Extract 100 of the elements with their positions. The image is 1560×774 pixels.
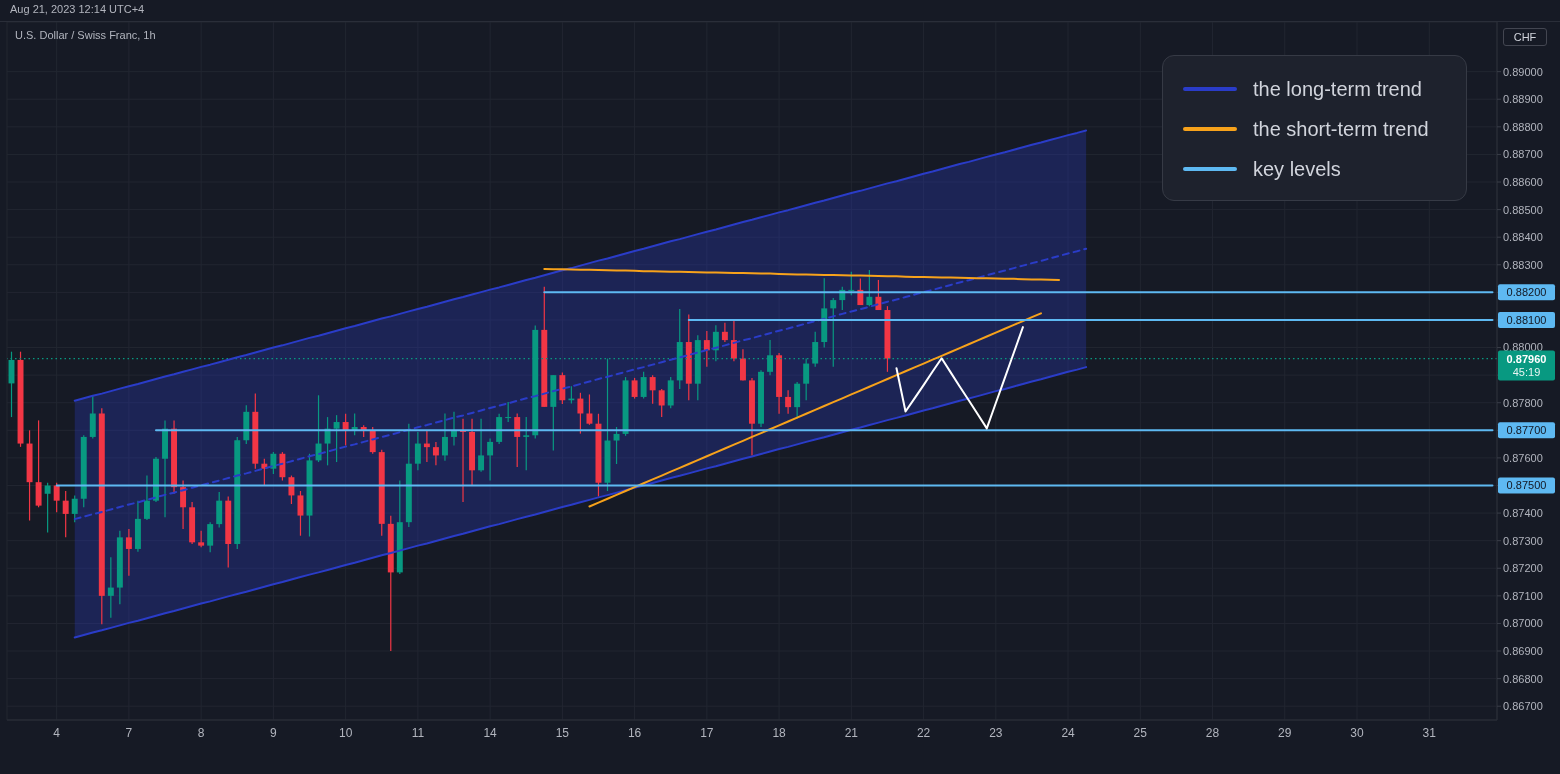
candlestick xyxy=(703,330,710,368)
y-tick-label: 0.87300 xyxy=(1503,534,1543,547)
x-tick-label: 16 xyxy=(627,725,642,740)
candlestick xyxy=(279,451,286,482)
y-tick-label: 0.88000 xyxy=(1503,341,1543,354)
candlestick xyxy=(297,490,304,537)
candlestick xyxy=(613,426,620,465)
line-series xyxy=(895,326,1024,430)
candlestick xyxy=(658,388,665,418)
candlestick xyxy=(44,482,51,533)
candlestick xyxy=(514,412,521,468)
data-label: 0.87500 xyxy=(1506,479,1547,492)
y-tick-label: 0.87000 xyxy=(1503,617,1543,630)
candlestick xyxy=(478,418,485,473)
y-tick-label: 0.86700 xyxy=(1503,700,1543,713)
candlestick xyxy=(89,394,96,440)
candlestick xyxy=(270,451,277,475)
line-series xyxy=(588,312,1042,508)
candlestick xyxy=(875,279,882,311)
candlestick xyxy=(441,412,448,462)
text: Aug 21, 2023 12:14 UTC+4 xyxy=(10,3,145,15)
x-tick-label: 28 xyxy=(1205,725,1220,740)
candlestick xyxy=(803,357,810,401)
line-series xyxy=(73,129,1088,402)
candlestick xyxy=(369,426,376,455)
y-tick-label: 0.87400 xyxy=(1503,506,1543,519)
candlestick xyxy=(721,322,728,343)
candlestick xyxy=(71,494,78,523)
y-tick-label: 0.89000 xyxy=(1503,65,1543,78)
candlestick xyxy=(207,521,214,553)
x-tick-label: 15 xyxy=(555,725,570,740)
candlestick xyxy=(198,530,205,548)
x-tick-label: 4 xyxy=(53,725,61,740)
data-label: 0.88200 xyxy=(1506,286,1547,299)
x-tick-label: 14 xyxy=(483,725,498,740)
x-tick-label: 21 xyxy=(844,725,859,740)
candlestick xyxy=(414,431,421,471)
x-tick-label: 24 xyxy=(1061,725,1076,740)
x-tick-label: 9 xyxy=(270,725,278,740)
candlestick xyxy=(794,381,801,420)
candlestick xyxy=(505,401,512,423)
line-series xyxy=(73,247,1088,521)
y-tick-label: 0.86800 xyxy=(1503,672,1543,685)
y-tick-label: 0.88800 xyxy=(1503,120,1543,133)
x-tick-label: 8 xyxy=(197,725,205,740)
candlestick xyxy=(523,416,530,471)
text: 45:19 xyxy=(1512,365,1541,378)
x-tick-label: 18 xyxy=(772,725,787,740)
x-tick-label: 30 xyxy=(1350,725,1365,740)
x-tick-label: 29 xyxy=(1278,725,1292,740)
candlestick xyxy=(35,419,42,508)
y-tick-label: 0.87100 xyxy=(1503,589,1543,602)
candlestick xyxy=(125,528,132,577)
x-tick-label: 7 xyxy=(125,725,133,740)
y-axis-title: CHF xyxy=(1503,28,1547,46)
y-tick-label: 0.87600 xyxy=(1503,451,1543,464)
candlestick xyxy=(333,414,340,463)
candlestick xyxy=(62,490,69,538)
x-tick-label: 25 xyxy=(1133,725,1148,740)
candlestick xyxy=(577,392,584,435)
data-label: 0.88100 xyxy=(1506,313,1547,326)
y-tick-label: 0.88700 xyxy=(1503,148,1543,161)
y-tick-label: 0.88600 xyxy=(1503,175,1543,188)
y-tick-label: 0.88900 xyxy=(1503,93,1543,106)
line-series xyxy=(73,366,1088,639)
x-tick-label: 23 xyxy=(989,725,1003,740)
y-tick-label: 0.88500 xyxy=(1503,203,1543,216)
x-tick-label: 11 xyxy=(411,725,425,740)
legend-label: key levels xyxy=(1253,157,1341,181)
legend-label: the short-term trend xyxy=(1253,117,1429,141)
candlestick xyxy=(848,271,855,296)
y-tick-label: 0.87800 xyxy=(1503,396,1543,409)
candlestick xyxy=(107,556,114,619)
candlestick xyxy=(730,319,737,362)
legend-label: the long-term trend xyxy=(1253,77,1422,101)
ref-line-label: 0.87960 xyxy=(1506,352,1547,365)
x-tick-label: 10 xyxy=(338,725,353,740)
x-tick-label: 31 xyxy=(1422,725,1437,740)
x-tick-label: 17 xyxy=(700,725,714,740)
text: U.S. Dollar / Swiss Franc, 1h xyxy=(15,29,156,41)
candlestick xyxy=(586,393,593,426)
candlestick xyxy=(739,348,746,381)
candlestick xyxy=(785,389,792,415)
line-series xyxy=(543,267,1061,281)
candlestick xyxy=(631,377,638,400)
candlestick xyxy=(649,374,656,405)
y-tick-label: 0.86900 xyxy=(1503,644,1543,657)
candlestick xyxy=(866,269,873,307)
candlestick xyxy=(53,482,60,513)
x-tick-label: 22 xyxy=(916,725,931,740)
y-tick-label: 0.88400 xyxy=(1503,231,1543,244)
candlestick xyxy=(432,441,439,466)
candlestick xyxy=(216,491,223,529)
candlestick xyxy=(640,371,647,400)
data-label: 0.87700 xyxy=(1506,424,1547,437)
candlestick xyxy=(143,474,150,521)
candlestick xyxy=(487,437,494,482)
y-tick-label: 0.87200 xyxy=(1503,562,1543,575)
y-tick-label: 0.88300 xyxy=(1503,258,1543,271)
candlestick xyxy=(451,411,457,447)
